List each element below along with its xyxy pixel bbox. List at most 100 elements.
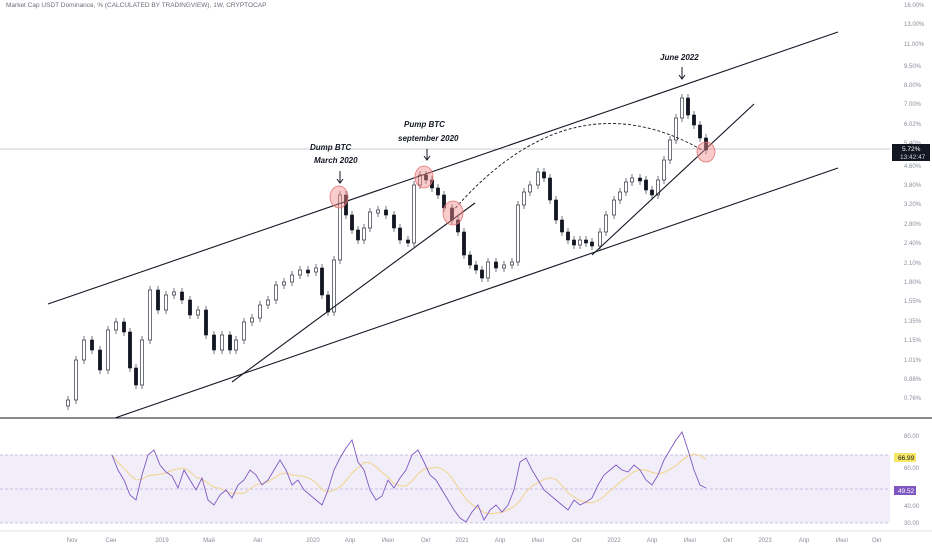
time-tick-label: 2020 [306, 538, 320, 544]
candle [548, 177, 552, 201]
candle [662, 159, 666, 181]
time-tick-label: Окт [572, 538, 582, 544]
candle [638, 177, 642, 182]
rsi-signal-line [111, 453, 707, 515]
candle [406, 239, 410, 244]
candle [74, 359, 78, 401]
arrow-down-icon [678, 67, 686, 80]
price-tick-label: 0.76% [904, 396, 922, 402]
price-tick-label: 1.35% [904, 319, 922, 325]
candle [362, 227, 366, 241]
rsi-signal-tag [894, 486, 916, 495]
annotation-pump-line1: Pump BTC [404, 120, 445, 129]
dashed-arc [451, 123, 703, 213]
candle [456, 219, 460, 233]
current-value: 5.72% [902, 146, 921, 153]
candle [356, 229, 360, 241]
candle [234, 339, 238, 351]
rsi-line [111, 431, 707, 523]
candle [590, 241, 594, 247]
candle [196, 309, 200, 316]
candle [536, 171, 540, 186]
candle [156, 289, 160, 311]
price-tick-label: 2.40% [904, 241, 922, 247]
price-tick-label: 1.80% [904, 280, 922, 286]
annotation-pump-line2: september 2020 [398, 134, 459, 143]
time-tick-label: Апр [495, 538, 506, 544]
candle [90, 339, 94, 351]
candle [332, 259, 336, 313]
candle [82, 339, 86, 361]
candle [344, 194, 348, 216]
price-tick-label: 8.00% [904, 83, 922, 89]
time-tick-label: Апр [799, 538, 810, 544]
candle [98, 349, 102, 371]
candle [656, 179, 660, 196]
candle [212, 334, 216, 351]
arrow-down-icon [423, 149, 431, 161]
price-axis: 16.00% 13.00% 11.00% 9.50% 8.00% 7.00% 6.02% 5.… [904, 3, 925, 402]
candle [650, 189, 654, 196]
candle [560, 219, 564, 233]
countdown: 13:42:47 [900, 154, 926, 161]
candle [542, 171, 546, 179]
time-axis: Nov Сен 2019 Май Авг 2020 Апр Июл Окт 2021 Апр Июл О… [67, 537, 883, 544]
price-tick-label: 13.00% [904, 22, 925, 28]
candle [604, 214, 608, 233]
rsi-tick-label: 40.00 [904, 504, 920, 510]
candle [228, 334, 232, 351]
candle [494, 261, 498, 269]
time-tick-label: Окт [723, 538, 733, 544]
price-tick-label: 3.80% [904, 183, 922, 189]
candle [188, 299, 192, 316]
candle [290, 274, 294, 283]
candle [298, 269, 302, 276]
rsi-value: 66.99 [898, 455, 915, 462]
price-tick-label: 0.88% [904, 377, 922, 383]
channel-upper-line [47, 31, 839, 305]
candle [398, 227, 402, 241]
candle [266, 299, 270, 306]
price-tick-label: 16.00% [904, 3, 925, 9]
candle [164, 294, 168, 311]
candle [114, 321, 118, 331]
highlight-circle-nov-2020 [442, 200, 464, 226]
price-tick-label: 11.00% [904, 42, 925, 48]
candle [474, 264, 478, 271]
candle [282, 281, 286, 286]
candle [572, 239, 576, 246]
price-tick-label: 2.10% [904, 261, 922, 267]
candle [140, 339, 144, 386]
candle [516, 204, 520, 263]
candle [274, 284, 278, 301]
time-tick-label: 2019 [155, 538, 169, 544]
time-tick-label: Июл [532, 538, 545, 544]
candle [584, 239, 588, 244]
annotation-dump-line1: Dump BTC [310, 143, 352, 152]
time-tick-label: 2023 [758, 538, 772, 544]
candle [306, 269, 310, 274]
time-tick-label: Окт [421, 538, 431, 544]
price-tick-label: 1.01% [904, 358, 922, 364]
candle [480, 269, 484, 279]
price-tick-label: 3.20% [904, 202, 922, 208]
candle [686, 97, 690, 116]
candle [106, 329, 110, 371]
rsi-signal-value: 49.52 [898, 488, 915, 495]
candle [392, 214, 396, 229]
annotation-june-2022: June 2022 [660, 53, 699, 62]
candle [436, 187, 440, 196]
time-tick-label: Май [203, 537, 215, 544]
candle [368, 211, 372, 229]
price-tick-label: 2.80% [904, 222, 922, 228]
candle [418, 174, 422, 186]
chart-title: Market Cap USDT Dominance, % (CALCULATED… [6, 2, 267, 9]
candle [148, 289, 152, 341]
candle [122, 321, 126, 333]
time-tick-label: Авг [253, 538, 263, 544]
time-tick-label: Апр [647, 538, 658, 544]
candle [486, 261, 490, 279]
candle [462, 231, 466, 256]
candle [204, 309, 208, 336]
